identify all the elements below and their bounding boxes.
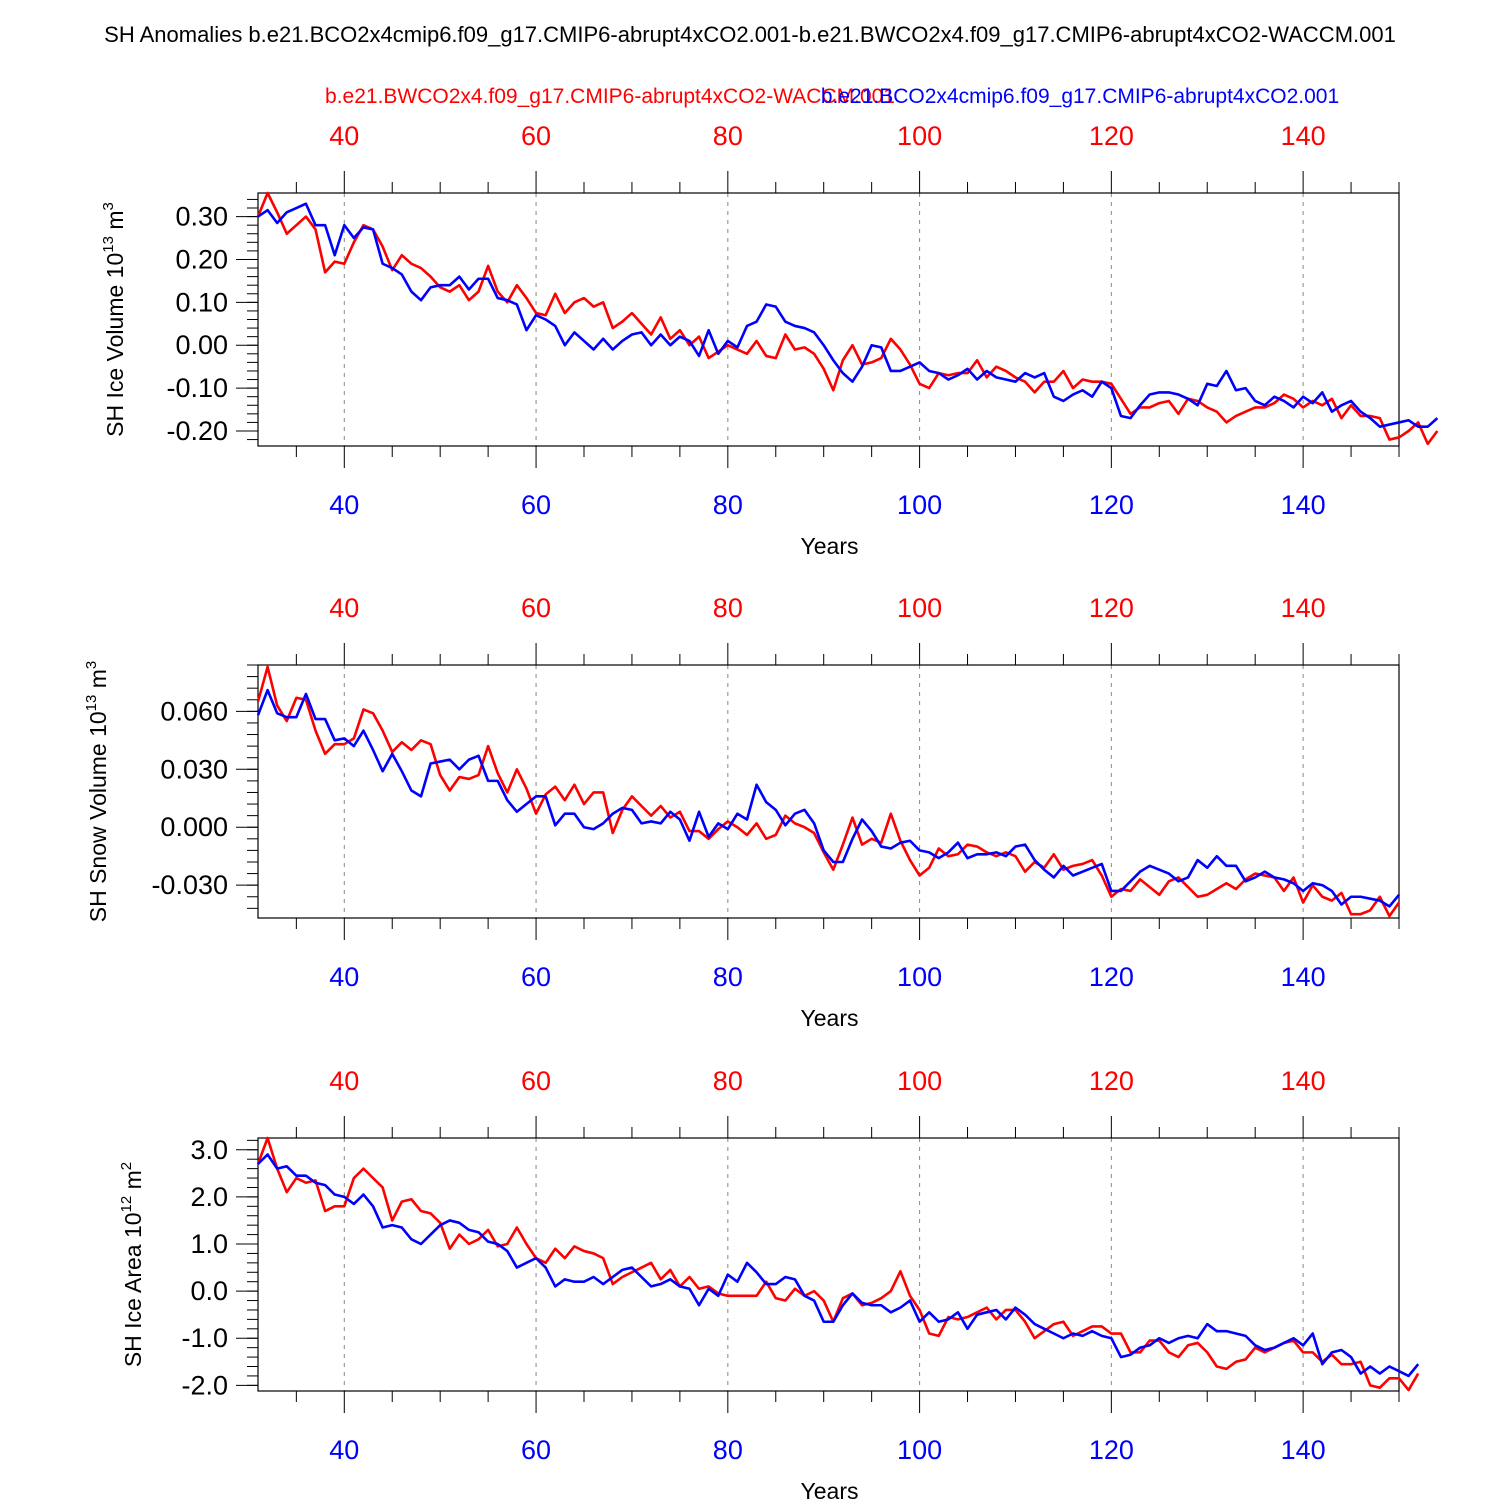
x-tick-label-top: 40 (329, 593, 359, 623)
y-tick-label: 0.00 (175, 330, 228, 360)
y-axis-label-exp: 13 (83, 695, 100, 712)
y-tick-label: 0.060 (160, 696, 228, 726)
y-tick-label: 0.30 (175, 202, 228, 232)
y-tick-label: 3.0 (190, 1135, 228, 1165)
x-tick-label-bottom: 80 (713, 490, 743, 520)
x-tick-label-top: 60 (521, 1066, 551, 1096)
x-tick-label-top: 140 (1281, 593, 1326, 623)
x-tick-label-top: 40 (329, 121, 359, 151)
series-line-red (256, 1136, 1420, 1392)
y-axis-label-exp: 12 (118, 1196, 135, 1213)
series-line-blue (257, 202, 1439, 429)
y-tick-label: -2.0 (181, 1370, 228, 1400)
y-tick-label: -0.030 (151, 870, 228, 900)
y-axis-label-unit-exp: 3 (100, 202, 117, 210)
y-axis-label-unit: m (120, 1170, 146, 1196)
x-tick-label-bottom: 100 (897, 962, 942, 992)
x-axis-label: Years (801, 1005, 859, 1031)
y-axis-label-text: SH Snow Volume 10 (85, 711, 111, 922)
x-tick-label-top: 80 (713, 593, 743, 623)
plot-frame (257, 1137, 1400, 1392)
x-tick-label-bottom: 120 (1089, 962, 1134, 992)
x-tick-label-top: 140 (1281, 1066, 1326, 1096)
y-tick-label: 0.20 (175, 244, 228, 274)
x-tick-label-top: 120 (1089, 121, 1134, 151)
y-tick-label: 0.0 (190, 1276, 228, 1306)
x-tick-label-top: 120 (1089, 593, 1134, 623)
y-tick-label: 0.030 (160, 754, 228, 784)
plot-frame (257, 664, 1400, 919)
x-tick-label-bottom: 80 (713, 962, 743, 992)
x-tick-label-bottom: 140 (1281, 490, 1326, 520)
x-tick-label-bottom: 60 (521, 962, 551, 992)
x-tick-label-top: 80 (713, 121, 743, 151)
legend-red-run: b.e21.BWCO2x4.f09_g17.CMIP6-abrupt4xCO2-… (325, 85, 895, 108)
panels: 40 40 60 60 80 80 100 100 120 120 140 140 Years -0.20… (83, 121, 1439, 1500)
x-tick-label-bottom: 40 (329, 1435, 359, 1465)
x-tick-label-bottom: 120 (1089, 1435, 1134, 1465)
x-tick-label-top: 140 (1281, 121, 1326, 151)
y-axis-label: SH Ice Volume 1013 m3 (100, 202, 128, 437)
y-axis-label: SH Snow Volume 1013 m3 (83, 661, 111, 923)
x-tick-label-bottom: 40 (329, 962, 359, 992)
y-tick-label: -0.10 (166, 373, 228, 403)
x-tick-label-bottom: 100 (897, 490, 942, 520)
x-tick-label-top: 100 (897, 593, 942, 623)
y-axis-label-exp: 13 (100, 236, 117, 253)
y-axis-label-unit-exp: 3 (83, 661, 100, 669)
series-line-blue (257, 1153, 1420, 1378)
y-axis-label-text: SH Ice Volume 10 (102, 253, 128, 437)
series-line-red (256, 665, 1401, 918)
x-axis-label: Years (801, 533, 859, 559)
x-tick-label-top: 80 (713, 1066, 743, 1096)
x-tick-label-bottom: 80 (713, 1435, 743, 1465)
y-axis-label: SH Ice Area 1012 m2 (118, 1162, 146, 1367)
y-tick-label: -1.0 (181, 1323, 228, 1353)
figure-title: SH Anomalies b.e21.BCO2x4cmip6.f09_g17.C… (104, 22, 1396, 47)
y-axis-label-unit: m (85, 669, 111, 695)
x-tick-label-bottom: 100 (897, 1435, 942, 1465)
x-tick-label-bottom: 60 (521, 1435, 551, 1465)
y-tick-label: 1.0 (190, 1229, 228, 1259)
panel-1: 40 40 60 60 80 80 100 100 120 120 140 140 Years -0.20… (100, 121, 1439, 559)
y-tick-label: -0.20 (166, 416, 228, 446)
x-tick-label-bottom: 140 (1281, 962, 1326, 992)
y-axis-label-unit-exp: 2 (118, 1162, 135, 1170)
panel-3: 40 40 60 60 80 80 100 100 120 120 140 140 Years -2.0 -… (118, 1066, 1420, 1500)
x-axis-label: Years (801, 1478, 859, 1500)
series-line-blue (256, 688, 1401, 908)
x-tick-label-top: 60 (521, 121, 551, 151)
x-tick-label-bottom: 60 (521, 490, 551, 520)
x-tick-label-top: 60 (521, 593, 551, 623)
x-tick-label-top: 100 (897, 121, 942, 151)
x-tick-label-top: 120 (1089, 1066, 1134, 1096)
x-tick-label-top: 100 (897, 1066, 942, 1096)
x-tick-label-bottom: 140 (1281, 1435, 1326, 1465)
series-line-red (256, 191, 1439, 446)
y-tick-label: 0.10 (175, 287, 228, 317)
x-tick-label-bottom: 120 (1089, 490, 1134, 520)
y-tick-label: 2.0 (190, 1182, 228, 1212)
y-axis-label-text: SH Ice Area 10 (120, 1212, 146, 1367)
y-axis-label-unit: m (102, 210, 128, 236)
legend-blue-run: b.e21.BCO2x4cmip6.f09_g17.CMIP6-abrupt4x… (821, 85, 1339, 108)
panel-2: 40 40 60 60 80 80 100 100 120 120 140 140 Years -0.03… (83, 593, 1401, 1031)
x-tick-label-bottom: 40 (329, 490, 359, 520)
x-tick-label-top: 40 (329, 1066, 359, 1096)
y-tick-label: 0.000 (160, 812, 228, 842)
